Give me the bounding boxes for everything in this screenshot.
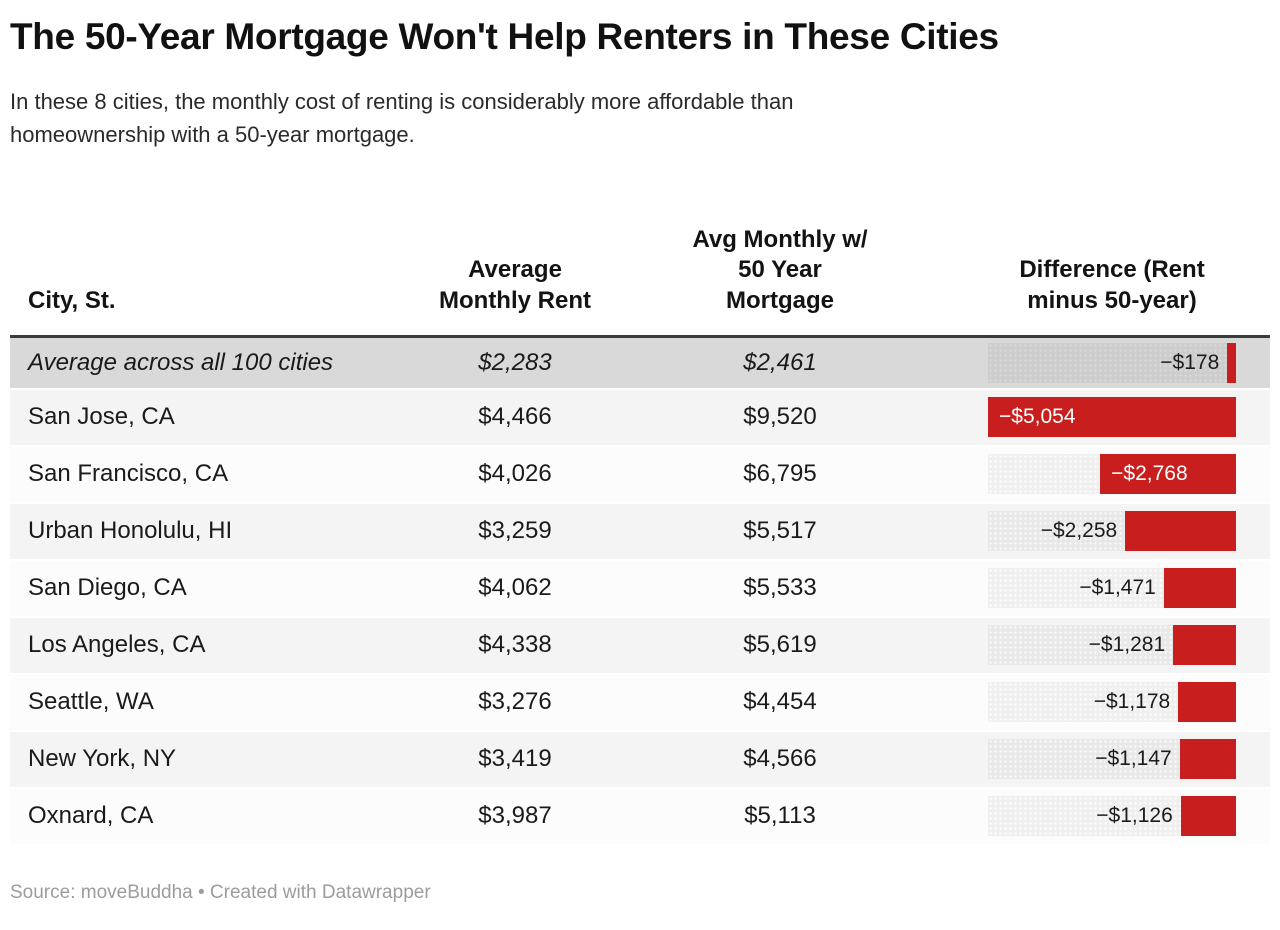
table-row: Los Angeles, CA $4,338 $5,619 −$1,281 [10, 617, 1270, 673]
difference-label: −$2,258 [1040, 519, 1118, 543]
difference-bar [988, 397, 1236, 438]
difference-cell: −$1,147 [920, 739, 1270, 780]
city-cell: Average across all 100 cities [28, 348, 334, 376]
difference-bar [1180, 796, 1236, 837]
difference-bar [1227, 342, 1236, 383]
city-cell: San Francisco, CA [28, 460, 229, 488]
chart-subtitle: In these 8 cities, the monthly cost of r… [10, 88, 794, 147]
difference-label: −$178 [1160, 350, 1220, 374]
difference-bar [1125, 511, 1236, 552]
difference-bar [1100, 454, 1236, 495]
difference-bar-track: −$2,768 [988, 454, 1236, 495]
mortgage-cell: $5,517 [743, 517, 817, 545]
difference-cell: −$2,258 [920, 511, 1270, 552]
column-header-mortgage: Avg Monthly w/ 50 Year Mortgage [692, 225, 868, 314]
table-row: San Francisco, CA $4,026 $6,795 −$2,768 [10, 446, 1270, 502]
difference-label: −$1,471 [1079, 576, 1156, 600]
mortgage-cell: $5,533 [743, 574, 817, 602]
rent-cell: $3,276 [478, 688, 552, 716]
rent-cell: $3,987 [478, 802, 552, 830]
difference-cell: −$178 [920, 342, 1270, 383]
table-body: Average across all 100 cities $2,283 $2,46… [10, 337, 1270, 844]
mortgage-cell: $4,454 [743, 688, 817, 716]
difference-bar-track: −$1,147 [988, 739, 1236, 780]
chart-container: The 50-Year Mortgage Won't Help Renters … [10, 16, 1270, 904]
city-cell: San Diego, CA [28, 574, 187, 602]
difference-bar-track: −$1,126 [988, 796, 1236, 837]
footer: Source: moveBuddha • Created with Datawr… [10, 882, 1270, 904]
difference-cell: −$1,471 [920, 568, 1270, 609]
rent-cell: $2,283 [478, 348, 552, 376]
column-header-difference: Difference (Rent minus 50-year) [1019, 256, 1205, 314]
difference-bar-track: −$2,258 [988, 511, 1236, 552]
table-row: Urban Honolulu, HI $3,259 $5,517 −$2,258 [10, 503, 1270, 559]
difference-bar-track: −$1,281 [988, 625, 1236, 666]
city-cell: Seattle, WA [28, 688, 154, 716]
difference-bar [1179, 739, 1236, 780]
city-cell: San Jose, CA [28, 403, 175, 431]
difference-label: −$5,054 [999, 405, 1076, 429]
city-cell: Urban Honolulu, HI [28, 517, 233, 545]
city-cell: New York, NY [28, 745, 177, 773]
column-header-city: City, St. [28, 286, 116, 314]
difference-label: −$1,178 [1093, 690, 1171, 714]
mortgage-cell: $2,461 [743, 348, 817, 376]
difference-bar [1173, 625, 1236, 666]
table-row: Seattle, WA $3,276 $4,454 −$1,178 [10, 674, 1270, 730]
table-row: San Diego, CA $4,062 $5,533 −$1,471 [10, 560, 1270, 616]
table-row: New York, NY $3,419 $4,566 −$1,147 [10, 731, 1270, 787]
difference-bar-track: −$178 [988, 342, 1236, 383]
difference-label: −$1,126 [1096, 804, 1173, 828]
mortgage-cell: $5,113 [744, 802, 816, 830]
difference-bar [1163, 568, 1236, 609]
column-header-rent: Average Monthly Rent [439, 256, 591, 314]
difference-cell: −$1,126 [920, 796, 1270, 837]
source-note: Source: moveBuddha • Created with Datawr… [10, 881, 431, 903]
mortgage-cell: $9,520 [743, 403, 817, 431]
difference-bar-track: −$1,471 [988, 568, 1236, 609]
difference-label: −$1,281 [1088, 633, 1166, 657]
difference-cell: −$1,178 [920, 682, 1270, 723]
rent-cell: $4,026 [478, 460, 552, 488]
rent-cell: $3,259 [478, 517, 552, 545]
difference-bar [1178, 682, 1236, 723]
difference-label: −$2,768 [1111, 462, 1188, 486]
rent-cell: $4,062 [478, 574, 552, 602]
difference-bar-track: −$5,054 [988, 397, 1236, 438]
table-header-row: City, St. Average Monthly Rent Avg Month… [10, 225, 1270, 338]
rent-cell: $3,419 [478, 745, 552, 773]
chart-title: The 50-Year Mortgage Won't Help Renters … [10, 16, 999, 57]
difference-bar-track: −$1,178 [988, 682, 1236, 723]
rent-cell: $4,466 [478, 403, 552, 431]
difference-cell: −$2,768 [920, 454, 1270, 495]
mortgage-cell: $5,619 [743, 631, 817, 659]
difference-cell: −$5,054 [920, 397, 1270, 438]
difference-cell: −$1,281 [920, 625, 1270, 666]
mortgage-cell: $4,566 [743, 745, 817, 773]
table-row-average: Average across all 100 cities $2,283 $2,46… [10, 337, 1270, 388]
city-cell: Oxnard, CA [28, 802, 154, 830]
rent-cell: $4,338 [478, 631, 552, 659]
table-row: Oxnard, CA $3,987 $5,113 −$1,126 [10, 788, 1270, 844]
mortgage-cell: $6,795 [743, 460, 817, 488]
city-cell: Los Angeles, CA [28, 631, 206, 659]
table-row: San Jose, CA $4,466 $9,520 −$5,054 [10, 389, 1270, 445]
difference-label: −$1,147 [1095, 747, 1172, 771]
